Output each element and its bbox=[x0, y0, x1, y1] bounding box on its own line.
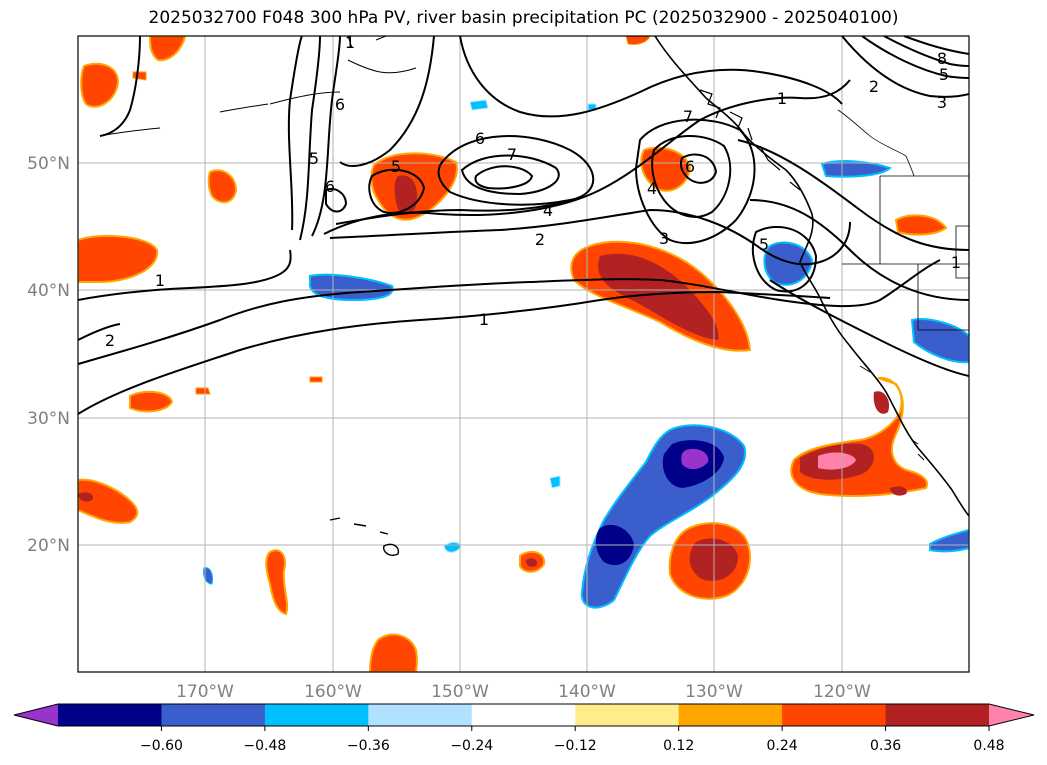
lon-label: 130°W bbox=[685, 682, 743, 702]
contour-label: 5 bbox=[939, 65, 949, 84]
pv-contours bbox=[78, 36, 969, 415]
lon-label: 160°W bbox=[304, 682, 362, 702]
colorbar-cell bbox=[885, 704, 990, 726]
colorbar-outline bbox=[13, 703, 1035, 727]
map-frame bbox=[77, 35, 970, 673]
lat-label: 50°N bbox=[27, 154, 70, 174]
lat-label: 40°N bbox=[27, 281, 70, 301]
pv-contour-labels: 1 1 1 1 1 2 2 2 3 3 4 4 5 5 5 5 6 6 6 6 … bbox=[105, 33, 961, 350]
colorbar-cell bbox=[161, 704, 266, 726]
contour-label: 1 bbox=[951, 253, 961, 272]
contour-label: 8 bbox=[937, 49, 947, 68]
contour-label: 6 bbox=[475, 129, 485, 148]
colorbar-cell bbox=[368, 704, 473, 726]
lon-label: 120°W bbox=[813, 682, 871, 702]
contour-label: 1 bbox=[479, 310, 489, 329]
colorbar-tick-label: 0.24 bbox=[767, 738, 798, 754]
colorbar-cell bbox=[782, 704, 887, 726]
lat-label: 30°N bbox=[27, 409, 70, 429]
negative-anomaly-patches bbox=[203, 99, 969, 609]
contour-label: 5 bbox=[309, 149, 319, 168]
colorbar-tick-label: −0.48 bbox=[243, 738, 286, 754]
map-gridlines bbox=[78, 36, 969, 672]
contour-label: 5 bbox=[759, 235, 769, 254]
coastlines bbox=[99, 36, 969, 556]
colorbar: −0.60 −0.48 −0.36 −0.24 −0.12 0.12 0.24 0.36 0.4… bbox=[13, 703, 1035, 754]
lon-label: 150°W bbox=[431, 682, 489, 702]
contour-label: 7 bbox=[683, 107, 693, 126]
contour-label: 3 bbox=[937, 93, 947, 112]
colorbar-tick-label: −0.36 bbox=[347, 738, 390, 754]
contour-label: 1 bbox=[155, 271, 165, 290]
lon-label: 140°W bbox=[558, 682, 616, 702]
colorbar-cell bbox=[58, 704, 162, 726]
latitude-labels: 20°N 30°N 40°N 50°N bbox=[27, 154, 70, 556]
contour-label: 7 bbox=[507, 145, 517, 164]
contour-label: 1 bbox=[777, 89, 787, 108]
contour-label: 4 bbox=[647, 179, 657, 198]
contour-label: 2 bbox=[105, 331, 115, 350]
colorbar-tick-label: −0.24 bbox=[450, 738, 493, 754]
colorbar-tick-label: 0.48 bbox=[973, 738, 1004, 754]
lon-label: 170°W bbox=[176, 682, 234, 702]
colorbar-cells bbox=[58, 704, 990, 726]
contour-label: 2 bbox=[869, 77, 879, 96]
contour-label: 4 bbox=[543, 201, 553, 220]
colorbar-cell bbox=[264, 704, 369, 726]
colorbar-cell bbox=[678, 704, 783, 726]
contour-label: 5 bbox=[391, 157, 401, 176]
contour-label: 3 bbox=[659, 229, 669, 248]
longitude-labels: 170°W 160°W 150°W 140°W 130°W 120°W bbox=[176, 682, 871, 702]
contour-label: 1 bbox=[345, 33, 355, 52]
colorbar-tick-labels: −0.60 −0.48 −0.36 −0.24 −0.12 0.12 0.24 0.36 0.4… bbox=[140, 726, 1005, 754]
colorbar-cell bbox=[575, 704, 680, 726]
colorbar-cell bbox=[471, 704, 576, 726]
colorbar-extend-high bbox=[989, 704, 1034, 726]
contour-label: 6 bbox=[335, 95, 345, 114]
colorbar-extend-low bbox=[14, 704, 58, 726]
contour-label: 6 bbox=[325, 177, 335, 196]
precipitation-anomaly-shading bbox=[78, 36, 969, 672]
contour-label: 6 bbox=[685, 157, 695, 176]
colorbar-tick-label: 0.36 bbox=[870, 738, 901, 754]
map-title: 2025032700 F048 300 hPa PV, river basin … bbox=[148, 8, 899, 28]
contour-label: 2 bbox=[535, 230, 545, 249]
colorbar-tick-label: 0.12 bbox=[663, 738, 694, 754]
colorbar-tick-label: −0.12 bbox=[554, 738, 597, 754]
colorbar-tick-label: −0.60 bbox=[140, 738, 183, 754]
lat-label: 20°N bbox=[27, 536, 70, 556]
